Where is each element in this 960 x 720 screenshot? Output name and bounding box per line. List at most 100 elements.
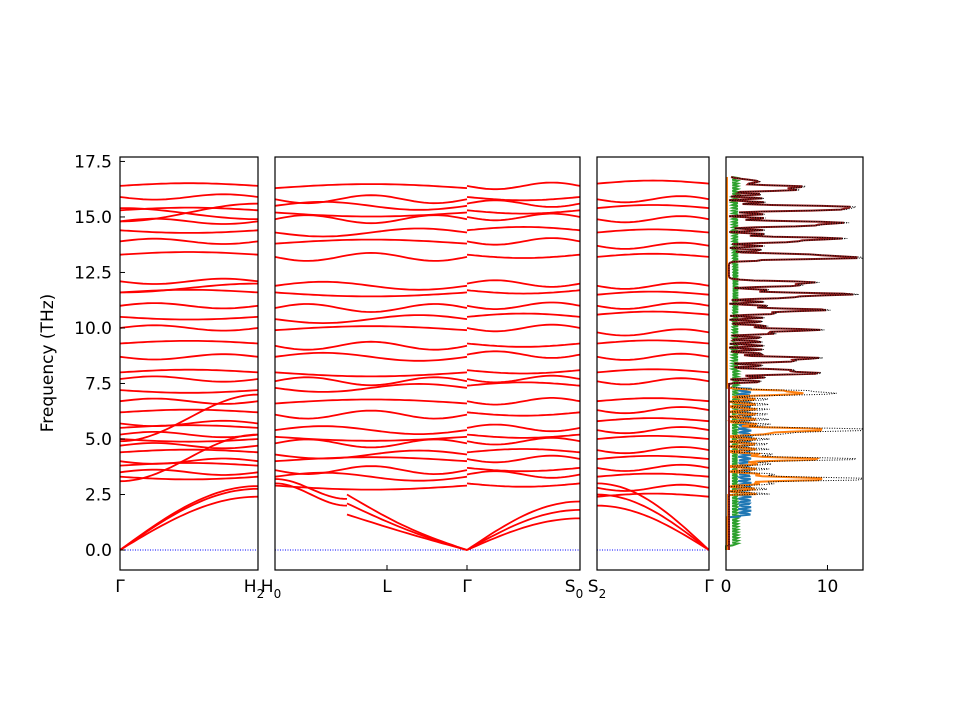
x-tick-label: L: [382, 577, 392, 597]
optical-band: [596, 446, 710, 455]
optical-band: [274, 409, 468, 420]
optical-band: [274, 238, 468, 245]
optical-band: [466, 482, 581, 488]
optical-band: [119, 237, 259, 245]
axes-frame: [119, 156, 259, 571]
optical-band: [466, 199, 581, 208]
optical-band: [466, 433, 581, 439]
crossing-band: [119, 393, 259, 443]
crossing-band: [120, 282, 258, 294]
optical-band: [596, 310, 710, 316]
y-tick-label: 5.0: [85, 430, 112, 450]
optical-band: [274, 194, 468, 205]
optical-band: [466, 279, 581, 288]
x-tick-label: Γ: [462, 577, 472, 597]
acoustic-band: [466, 517, 580, 551]
optical-band: [274, 351, 468, 362]
acoustic-band: [346, 493, 468, 551]
y-tick-label: 7.5: [85, 374, 112, 394]
optical-band: [466, 301, 581, 310]
optical-band: [274, 251, 468, 262]
optical-band: [466, 369, 581, 375]
optical-band: [466, 253, 581, 259]
optical-band: [466, 437, 581, 446]
optical-band: [466, 289, 581, 295]
optical-band: [596, 435, 710, 440]
optical-band: [466, 470, 581, 479]
optical-band: [274, 376, 468, 387]
band-lines-layer: [119, 179, 710, 551]
optical-band: [466, 411, 581, 417]
y-axis-title: Frequency (THz): [38, 294, 58, 433]
optical-band: [596, 472, 710, 478]
optical-band: [466, 342, 581, 348]
optical-band: [274, 280, 468, 291]
x-tick-label: S2: [588, 577, 606, 601]
optical-band: [466, 212, 581, 222]
optical-band: [596, 368, 710, 374]
optical-band: [274, 398, 468, 405]
optical-band: [596, 339, 710, 345]
optical-band: [596, 195, 710, 204]
optical-band: [596, 228, 710, 234]
optical-band: [466, 323, 581, 333]
optical-band: [274, 425, 468, 435]
optical-band: [119, 389, 259, 394]
optical-band: [466, 374, 581, 384]
optical-band: [119, 217, 259, 225]
optical-band: [274, 303, 468, 313]
optical-band: [596, 455, 710, 460]
optical-band: [119, 442, 259, 450]
acoustic-band: [596, 493, 710, 551]
x-tick-label: Γ: [704, 577, 714, 597]
optical-band: [596, 290, 710, 296]
optical-band: [466, 237, 581, 246]
optical-band: [119, 353, 259, 361]
y-tick-label: 10.0: [74, 319, 112, 339]
optical-band: [119, 397, 259, 405]
optical-band: [274, 314, 468, 325]
y-tick-label: 15.0: [74, 208, 112, 228]
acoustic-band: [119, 495, 259, 551]
optical-band: [274, 211, 468, 218]
optical-band: [119, 277, 259, 285]
optical-band: [119, 368, 259, 374]
optical-band: [596, 426, 710, 435]
optical-band: [274, 183, 468, 189]
optical-band: [119, 438, 259, 443]
optical-band: [596, 463, 710, 472]
optical-band: [274, 227, 468, 238]
crossing-band: [120, 207, 259, 221]
acoustic-band: [466, 500, 581, 551]
optical-band: [274, 371, 468, 378]
optical-band: [119, 448, 259, 454]
crossing-band: [119, 202, 259, 223]
acoustic-band: [596, 504, 710, 551]
optical-band: [466, 209, 581, 215]
optical-band: [466, 350, 581, 359]
acoustic-band: [466, 509, 581, 551]
acoustic-band: [119, 485, 259, 551]
acoustic-band: [274, 482, 348, 507]
optical-band: [596, 281, 710, 290]
optical-band: [466, 423, 581, 433]
optical-band: [274, 449, 468, 460]
optical-band: [596, 406, 710, 415]
optical-band: [119, 408, 259, 414]
optical-band: [274, 456, 468, 463]
optical-band: [119, 229, 259, 234]
crossing-band: [119, 433, 259, 483]
optical-band: [596, 377, 710, 386]
y-tick-label: 17.5: [74, 152, 112, 172]
dos-curves-layer: [725, 176, 863, 550]
optical-band: [274, 435, 468, 442]
acoustic-band: [596, 482, 710, 551]
optical-band: [274, 291, 468, 298]
axis-ticks: [120, 160, 828, 570]
optical-band: [274, 340, 468, 351]
optical-band: [466, 181, 581, 191]
dos-x-tick-label: 0: [721, 577, 732, 597]
optical-band: [119, 302, 259, 310]
x-tick-label: S0: [565, 577, 583, 601]
